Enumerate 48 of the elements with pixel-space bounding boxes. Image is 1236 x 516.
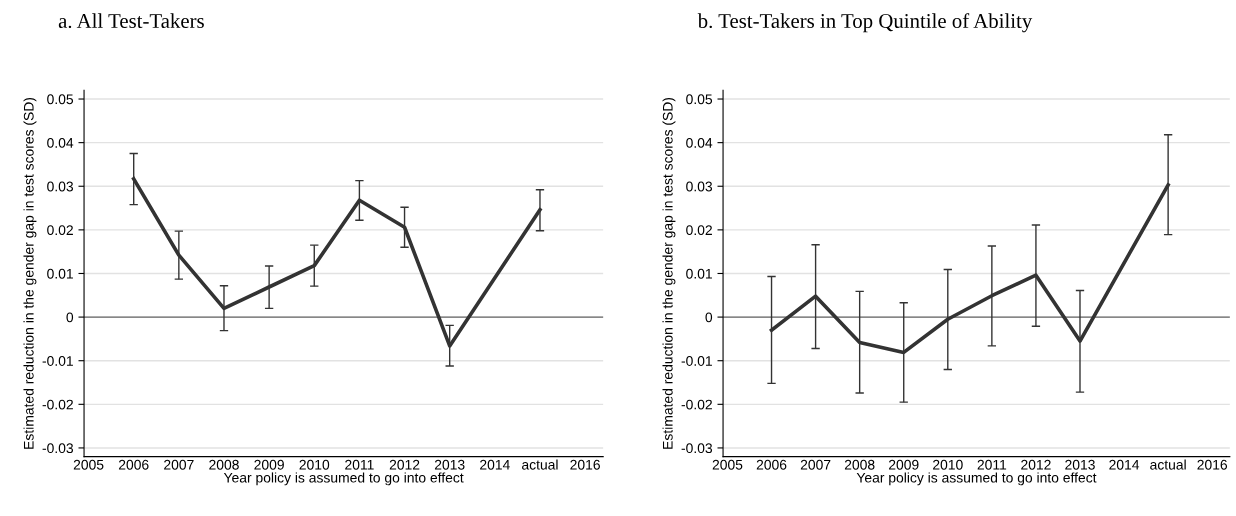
x-tick-label: 2007 [164,459,194,470]
x-tick-label: 2013 [434,459,465,470]
x-tick-label: 2008 [209,459,239,470]
x-tick-label: 2014 [480,459,510,470]
chart-title: b. Test-Takers in Top Quintile of Ability [697,13,1033,33]
y-tick-label: 0.05 [686,94,713,105]
y-tick-label: 0.01 [47,268,73,279]
x-tick-label: 2005 [73,459,104,470]
x-tick-label: 2013 [1065,459,1095,470]
y-tick-label: -0.01 [681,356,712,366]
y-tick-label: 0.03 [47,181,74,192]
x-tick-label: 2012 [389,459,420,470]
x-tick-label: 2010 [933,459,963,470]
y-tick-label: 0.02 [686,225,712,236]
x-tick-label: 2009 [254,459,284,470]
chart-title: a. All Test-Takers [58,13,204,29]
y-tick-label: 0 [66,312,74,323]
x-tick-label: actual [1150,459,1186,470]
x-tick-label: 2010 [299,459,330,470]
x-tick-label: 2011 [345,459,374,470]
y-axis-title: Estimated reduction in the gender gap in test scores (SD) [23,97,37,449]
y-tick-label: 0.04 [686,137,713,148]
y-tick-label: 0.04 [47,137,74,148]
y-tick-label: 0 [705,312,713,323]
y-tick-label: -0.02 [42,399,73,410]
x-tick-label: 2014 [1109,459,1140,470]
y-tick-label: -0.03 [42,443,74,454]
x-tick-label: actual [522,459,558,470]
y-tick-label: -0.01 [42,356,73,366]
y-tick-label: -0.03 [681,443,713,454]
x-tick-label: 2005 [712,459,743,470]
y-tick-label: 0.01 [686,268,712,279]
x-tick-label: 2009 [888,459,919,470]
x-tick-label: 2006 [118,459,149,470]
x-tick-label: 2006 [756,459,787,470]
x-tick-label: 2011 [977,459,1007,470]
x-tick-label: 2012 [1021,459,1051,470]
y-tick-label: 0.03 [686,181,713,192]
x-axis-title: Year policy is assumed to go into effect [856,472,1097,486]
x-tick-label: 2016 [570,459,600,470]
x-tick-label: 2016 [1197,459,1228,470]
y-tick-label: 0.05 [47,94,74,105]
x-axis-title: Year policy is assumed to go into effect [223,472,464,486]
y-tick-label: 0.02 [47,225,73,236]
x-tick-label: 2008 [844,459,875,470]
x-tick-label: 2007 [800,459,831,470]
y-axis-title: Estimated reduction in the gender gap in test scores (SD) [662,97,676,449]
y-tick-label: -0.02 [681,399,712,410]
